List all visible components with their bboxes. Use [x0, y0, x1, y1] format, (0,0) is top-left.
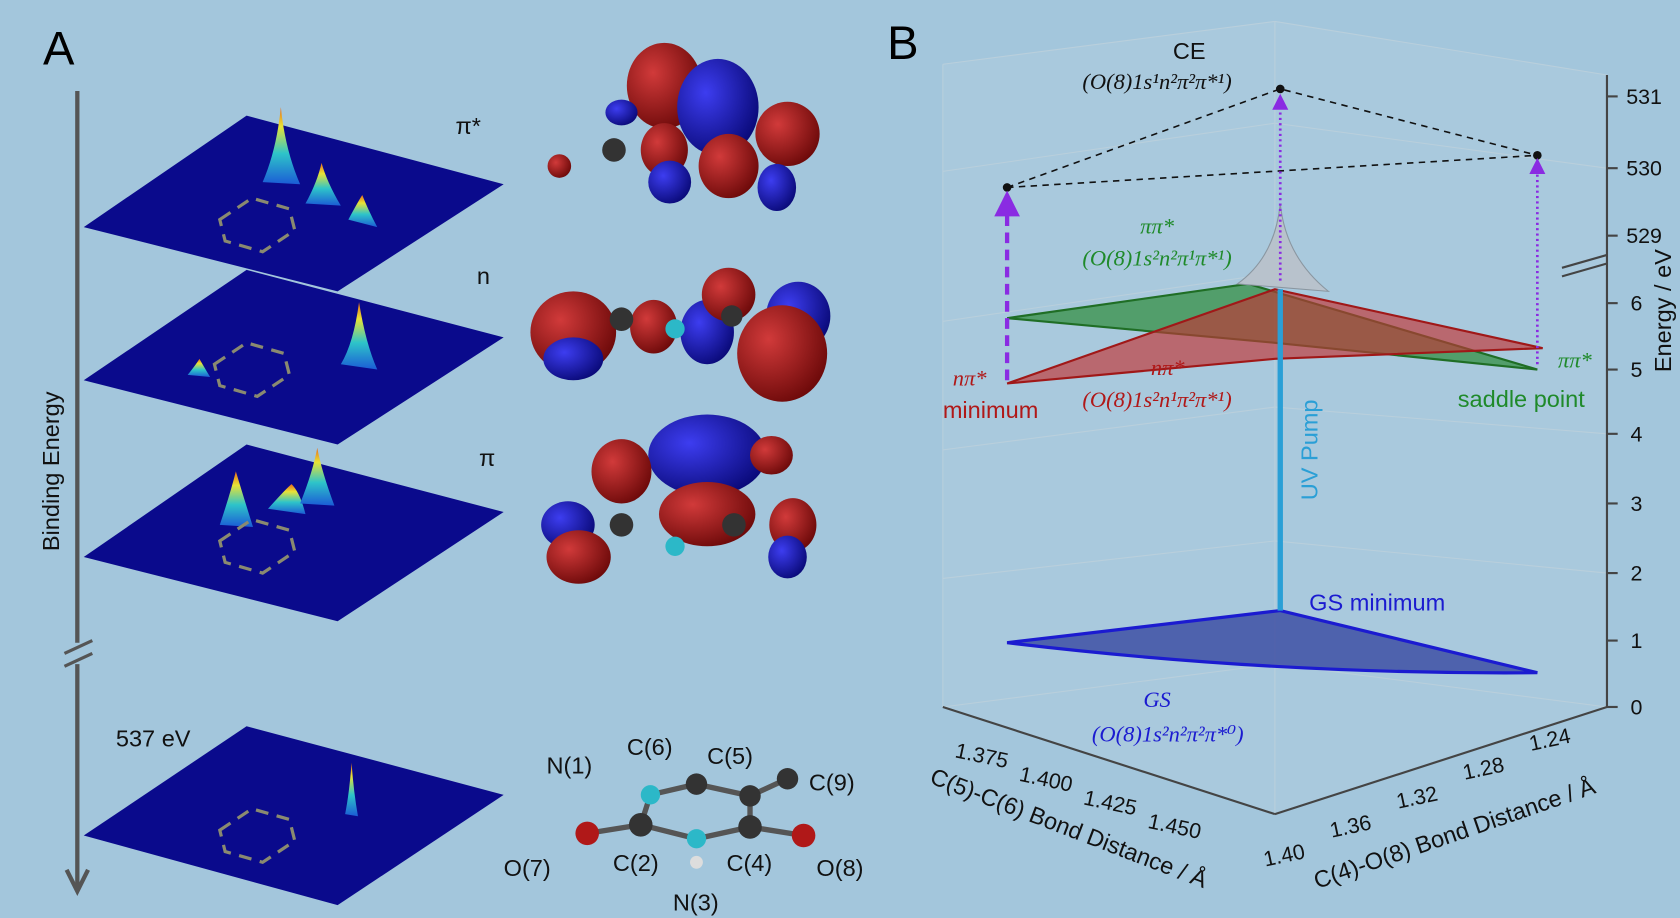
- energy-arrow: [63, 91, 93, 897]
- axis-label: Energy / eV: [1650, 249, 1676, 372]
- tick-label: 1.40: [1261, 839, 1307, 871]
- orbital-label: π*: [455, 113, 480, 139]
- surfaces: [994, 84, 1546, 675]
- atom-label: O(8): [816, 855, 863, 881]
- tick-label: 1.425: [1082, 786, 1139, 821]
- state-label: nπ*: [953, 366, 988, 391]
- state-text: minimum: [943, 397, 1039, 423]
- energy-label: 537 eV: [116, 726, 191, 752]
- state-label: ππ*: [1558, 347, 1593, 372]
- tick-label: 1.400: [1017, 762, 1074, 797]
- atom-label: O(7): [504, 855, 551, 881]
- state-text: GS minimum: [1309, 590, 1445, 616]
- panel-label: A: [43, 21, 75, 74]
- state-config: (O(8)1s²n²π²π*⁰): [1092, 721, 1244, 746]
- tick-label: 4: [1631, 422, 1643, 446]
- state-label: nπ*: [1151, 355, 1186, 380]
- tick-label: 530: [1626, 157, 1662, 181]
- atom-label: C(5): [707, 743, 753, 769]
- tick-label: 2: [1631, 562, 1643, 586]
- atom-label: C(6): [627, 734, 673, 760]
- axis-label: Binding Energy: [38, 391, 64, 551]
- state-config: (O(8)1s¹n²π²π*¹): [1082, 69, 1231, 94]
- orbitals: [530, 42, 831, 584]
- atom-label: C(2): [613, 850, 659, 876]
- tick-label: 0: [1631, 695, 1643, 719]
- atom-label: N(3): [673, 890, 719, 916]
- tick-label: 1.375: [953, 739, 1010, 774]
- atom-label: N(1): [546, 752, 592, 778]
- state-label: ππ*: [1140, 214, 1175, 239]
- molecule: [575, 768, 816, 869]
- axes-box: [942, 20, 1609, 816]
- tick-label: 1.32: [1394, 782, 1440, 814]
- atom-label: C(9): [809, 770, 855, 796]
- tick-label: 3: [1631, 492, 1643, 516]
- state-config: (O(8)1s²n¹π²π*¹): [1082, 387, 1231, 412]
- tick-label: 5: [1631, 358, 1643, 382]
- state-label: GS: [1143, 687, 1170, 712]
- density-planes: [83, 107, 504, 906]
- pump-label: UV Pump: [1297, 400, 1323, 501]
- tick-label: 1.36: [1328, 810, 1374, 842]
- tick-label: 6: [1631, 292, 1643, 316]
- tick-label: 529: [1626, 224, 1662, 248]
- state-config: (O(8)1s²n²π¹π*¹): [1082, 246, 1231, 271]
- orbital-label: n: [477, 263, 490, 289]
- tick-label: 1.450: [1146, 809, 1203, 844]
- atom-label: C(4): [726, 850, 772, 876]
- tick-label: 1.28: [1461, 753, 1507, 785]
- state-label: CE: [1173, 38, 1206, 64]
- panel-label: B: [887, 16, 918, 69]
- orbital-label: π: [479, 445, 495, 471]
- tick-label: 531: [1626, 85, 1662, 109]
- tick-label: 1: [1631, 629, 1643, 653]
- state-text: saddle point: [1458, 386, 1585, 412]
